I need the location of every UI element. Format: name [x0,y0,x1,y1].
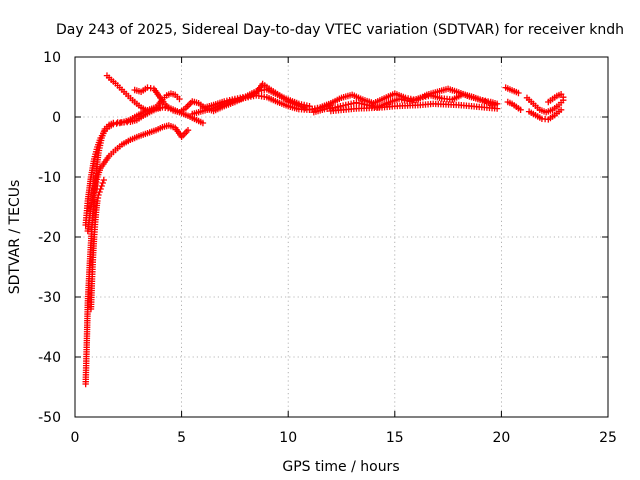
series-sat-13 [504,98,524,113]
y-tick-label: -10 [38,170,61,186]
data-point [493,105,501,112]
series-sat-16 [545,91,567,106]
y-axis-title: SDTVAR / TECUs [7,180,23,295]
data-point [515,89,522,97]
data-point [176,95,183,103]
data-point [98,182,105,190]
series-sat-8 [199,86,313,112]
data-point [199,119,207,127]
data-series [82,72,567,388]
x-tick-label: 25 [599,430,617,446]
data-point [517,106,524,113]
x-axis-title: GPS time / hours [282,459,399,475]
series-sat-11 [327,100,501,115]
series-sat-10 [310,91,499,116]
data-point [100,176,107,184]
series-sat-5 [103,72,183,115]
y-tick-label: 0 [52,110,61,126]
data-point [557,106,565,113]
y-tick-label: -40 [38,350,61,366]
data-point [95,191,102,199]
series-sat-12 [502,84,522,97]
x-tick-label: 0 [71,430,80,446]
data-point [97,185,104,193]
chart-title: Day 243 of 2025, Sidereal Day-to-day VTE… [56,22,624,38]
x-tick-label: 15 [386,430,404,446]
x-tick-label: 5 [177,430,186,446]
data-point [560,94,567,101]
data-point [96,188,103,196]
y-tick-label: 10 [43,50,61,66]
data-point [99,179,106,187]
y-tick-label: -30 [38,290,61,306]
x-tick-label: 10 [279,430,297,446]
series-sat-3 [84,122,192,235]
data-point [184,127,192,134]
y-tick-label: -50 [38,410,61,426]
series-sat-4 [87,176,107,313]
axis-ticks: 0 5 10 15 20 25 -50 -40 -30 -20 -10 0 10 [38,50,617,446]
x-tick-label: 20 [492,430,510,446]
series-sat-14 [523,94,567,116]
series-sat-15 [525,106,565,123]
grid [75,57,608,417]
y-tick-label: -20 [38,230,61,246]
